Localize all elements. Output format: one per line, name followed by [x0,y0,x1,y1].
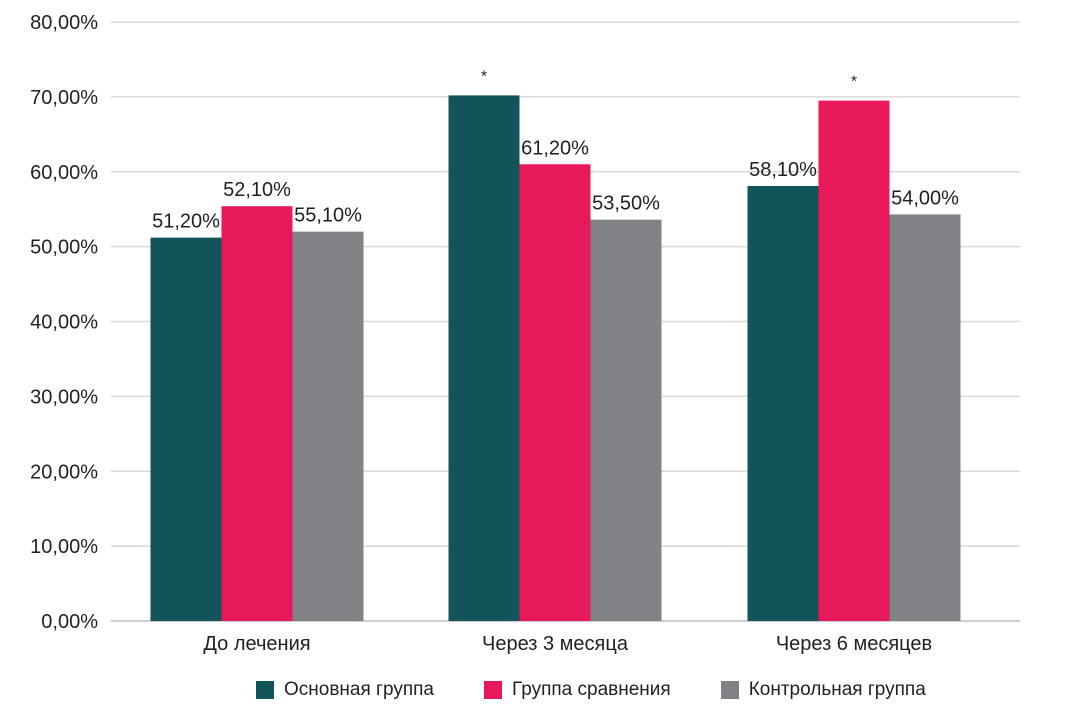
y-tick-label: 60,00% [30,162,98,184]
bar [889,214,961,621]
legend: Основная группа Группа сравнения Контрол… [256,676,926,704]
y-tick-label: 80,00% [30,12,98,34]
legend-swatch [720,681,739,699]
bar [292,231,364,621]
bars [150,95,961,622]
y-axis-tick-labels: 0,00% 10,00% 20,00% 30,00% 40,00% 50,00% 60,00… [30,12,98,633]
data-label: 55,10% [294,205,362,227]
bar [818,100,890,621]
data-label: 51,20% [152,211,220,233]
category-label: До лечения [203,633,310,655]
data-label: 52,10% [223,179,291,201]
data-label: 53,50% [592,193,660,215]
legend-label: Контрольная группа [748,679,926,700]
data-label: 61,20% [521,137,589,159]
bar [150,237,222,621]
bar [747,185,819,621]
category-label: Через 6 месяцев [776,633,932,655]
y-tick-label: 40,00% [30,312,98,334]
bar [519,164,591,621]
data-label: 54,00% [891,187,959,209]
category-label: Через 3 месяца [482,633,629,655]
data-label: 58,10% [749,159,817,181]
bar [221,206,293,621]
significance-marker: * [481,68,487,85]
y-tick-label: 0,00% [41,611,98,633]
legend-item-series-1: Основная группа [256,679,434,701]
legend-label: Группа сравнения [512,679,671,700]
bar [448,95,520,621]
y-tick-label: 20,00% [30,461,98,483]
y-tick-label: 10,00% [30,536,98,558]
data-labels: 51,20%52,10%55,10% * 61,20% 53,50% 58,10% * 54… [152,68,959,232]
legend-swatch [256,681,274,699]
y-tick-label: 30,00% [30,386,98,408]
x-axis-category-labels: До лечения Через 3 месяца Через 6 месяцев [203,633,932,655]
legend-swatch [484,681,502,699]
legend-label: Основная группа [284,679,434,700]
bar [590,219,662,622]
y-tick-label: 50,00% [30,237,98,259]
legend-item-series-3: Контрольная группа [720,679,926,701]
significance-marker: * [851,74,857,91]
y-tick-label: 70,00% [30,87,98,109]
legend-item-series-2: Группа сравнения [484,679,671,701]
